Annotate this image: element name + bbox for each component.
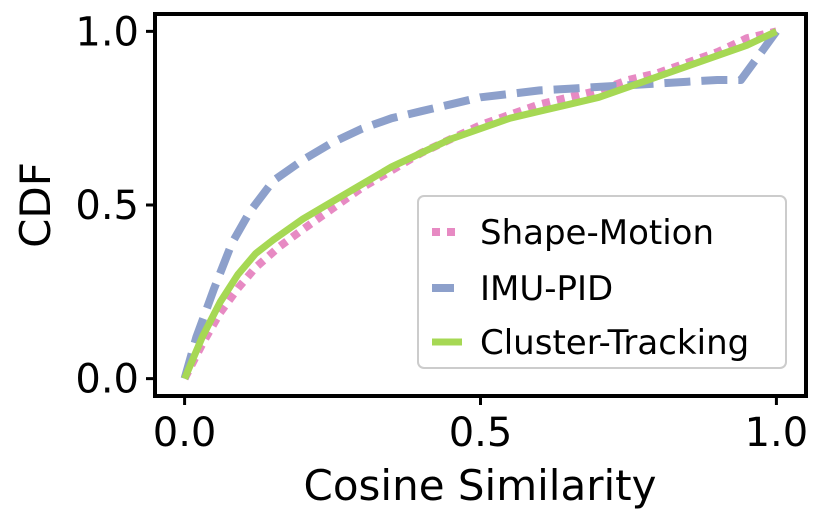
x-axis-ticks: 0.0 0.5 1.0 xyxy=(153,396,808,456)
y-tick-label: 1.0 xyxy=(75,9,139,55)
x-tick-label: 0.0 xyxy=(153,410,217,456)
y-tick-label: 0.5 xyxy=(75,183,139,229)
y-axis-title: CDF xyxy=(11,162,60,248)
y-axis-ticks: 0.0 0.5 1.0 xyxy=(75,9,155,403)
series-line-imu-pid xyxy=(180,29,780,380)
legend: Shape-Motion IMU-PID Cluster-Tracking xyxy=(417,195,787,369)
series-line-cluster-tracking xyxy=(181,28,778,380)
y-tick-label: 0.0 xyxy=(75,357,139,403)
legend-label-imu-pid: IMU-PID xyxy=(480,269,613,309)
x-axis-title: Cosine Similarity xyxy=(304,461,657,510)
legend-label-shape-motion: Shape-Motion xyxy=(480,213,714,253)
legend-box xyxy=(417,195,787,369)
plot-lines xyxy=(180,27,780,381)
x-tick-label: 0.5 xyxy=(449,410,513,456)
x-tick-label: 1.0 xyxy=(745,410,809,456)
legend-label-cluster-tracking: Cluster-Tracking xyxy=(480,323,749,363)
